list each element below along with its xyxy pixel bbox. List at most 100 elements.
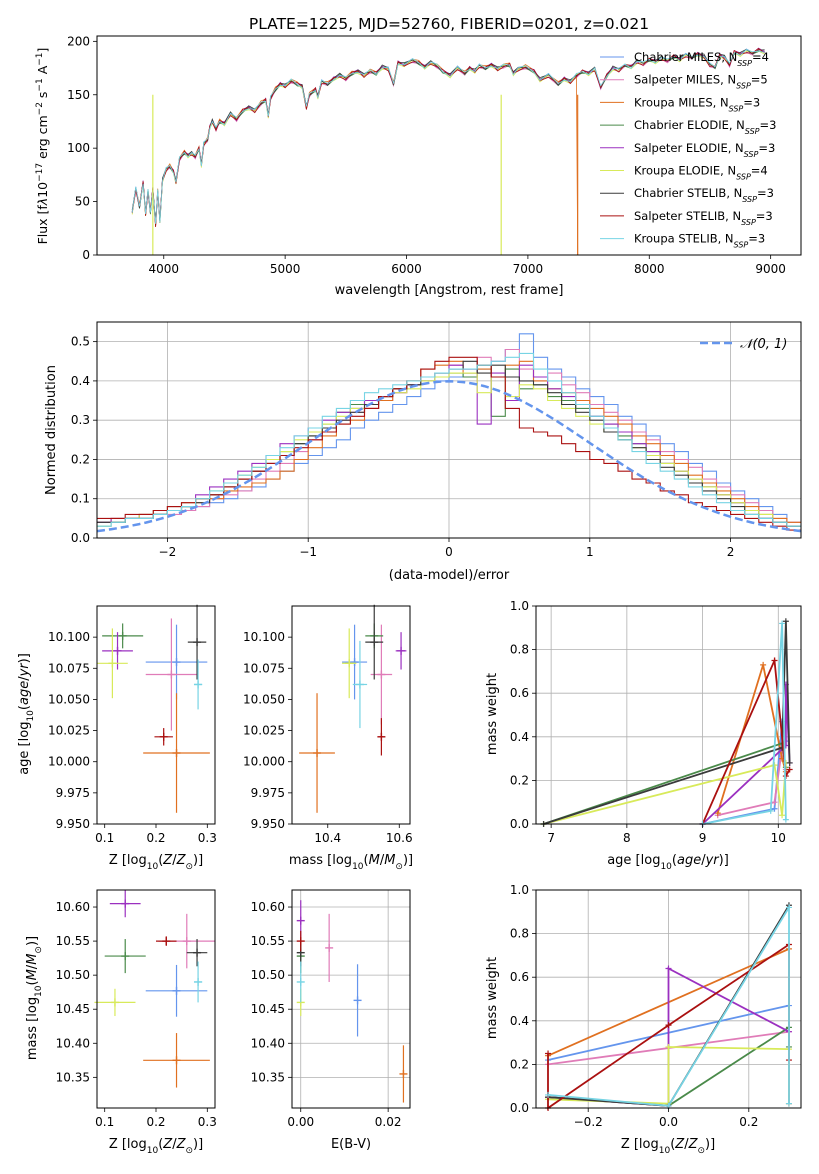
residual-axes-frame (96, 321, 802, 539)
age-z-ylabel: age [log10(age/yr)] (17, 653, 36, 775)
age-vs-Z-ytick-label: 10.050 (48, 692, 90, 706)
age-vs-mass-ytick-label: 10.100 (243, 630, 285, 644)
mass-weight-vs-age-line-chabrier-stelib-marker (786, 759, 793, 766)
mass-vs-Z-xtick-label: 0.1 (95, 1115, 114, 1129)
spectrum-axes-frame (96, 35, 802, 256)
mass-vs-Z-ytick-label: 10.50 (56, 968, 90, 982)
age-vs-Z-xtick-label: 0.1 (95, 831, 114, 845)
mass-weight-vs-age-ytick-label: 0.0 (510, 817, 529, 831)
legend-label-chabrier-elodie: Chabrier ELODIE, NSSP=3 (634, 118, 776, 136)
mass-weight-vs-age-ytick-label: 1.0 (510, 599, 529, 613)
mw-age-xlabel: age [log10(age/yr)] (607, 853, 729, 872)
mass-weight-vs-Z-line-kroupa-elodie (547, 1046, 790, 1105)
mass-weight-vs-age-line-kroupa-stelib-marker (782, 816, 789, 823)
mass-vs-metallicity-panel: 0.1 0.2 0.3 10.35 10.40 10.45 10.50 10.55 10.60 (56, 889, 217, 1129)
mass-weight-vs-Z-ytick-label: 0.6 (510, 970, 529, 984)
mass-vs-Z-point-kroupa-stelib (193, 961, 203, 1003)
normal-reference-curve (96, 380, 802, 533)
age-vs-Z-xtick-label: 0.3 (198, 831, 217, 845)
mass-vs-Z-point-salpeter-elodie (109, 890, 141, 918)
age-vs-Z-point-salpeter-miles (145, 618, 198, 731)
age-vs-mass-ytick-label: 10.000 (243, 755, 285, 769)
age-vs-mass-ytick-label: 10.075 (243, 661, 285, 675)
residual-xtick-label: 2 (727, 545, 735, 559)
age-vs-metallicity-panel: 0.1 0.2 0.3 9.950 9.975 10.000 10.025 10.050 10.… (48, 604, 217, 845)
spectrum-xtick-label: 9000 (755, 262, 786, 276)
spectrum-panel: 4000 5000 6000 7000 8000 9000 0 50 100 150 200 Cha… (35, 34, 802, 298)
residual-histogram-panel: −2 −1 0 1 2 0.0 0.1 0.2 0.3 0.4 0.5 𝒩(0, 1) (data-… (44, 321, 802, 583)
age-vs-Z-point-kroupa-stelib (193, 659, 203, 710)
mass-weight-vs-age-line-chabrier-miles-marker (771, 805, 778, 812)
mass-ebv-xlabel: E(B-V) (331, 1137, 371, 1152)
residual-ytick-label: 0.0 (71, 531, 90, 545)
residual-ylabel: Normed distribution (44, 365, 59, 495)
age-vs-mass-point-chabrier-miles (342, 624, 368, 700)
mass-vs-ebv-ytick-label: 10.40 (251, 1036, 285, 1050)
residual-xtick-label: 1 (586, 545, 594, 559)
mass-weight-vs-metallicity-panel: −0.2 0.0 0.2 0.0 0.2 0.4 0.6 0.8 1.0 (510, 883, 802, 1129)
mass-vs-Z-xtick-label: 0.3 (198, 1115, 217, 1129)
residual-xtick-label: −1 (299, 545, 317, 559)
mass-vs-ebv-xtick-label: 0.00 (287, 1115, 314, 1129)
spectrum-ytick-label: 200 (67, 34, 90, 48)
mass-weight-vs-age-xtick-label: 10 (771, 831, 786, 845)
mass-weight-vs-Z-line-salpeter-elodie-marker (665, 965, 672, 972)
mass-weight-vs-Z-line-kroupa-stelib-marker (785, 1100, 792, 1107)
spectrum-line-kroupa-miles (131, 58, 579, 256)
age-vs-mass-ytick-label: 9.975 (251, 786, 285, 800)
age-vs-Z-point-salpeter-elodie (102, 632, 133, 670)
age-mass-xlabel: mass [log10(M/M⊙)] (289, 853, 413, 872)
mass-vs-Z-point-chabrier-miles (145, 964, 208, 1017)
mass-vs-Z-point-chabrier-stelib (186, 939, 208, 967)
age-z-xlabel: Z [log10(Z/Z⊙)] (109, 853, 203, 872)
mass-vs-ebv-axes-frame (291, 889, 411, 1109)
mass-weight-vs-age-line-chabrier-stelib (543, 621, 791, 825)
mass-weight-vs-age-line-kroupa-stelib-marker (767, 807, 774, 814)
spectrum-xlabel: wavelength [Angstrom, rest frame] (335, 283, 564, 298)
mass-weight-vs-Z-line-salpeter-stelib-marker (545, 1050, 552, 1057)
residual-ytick-label: 0.5 (71, 335, 90, 349)
age-vs-Z-point-kroupa-elodie (97, 628, 128, 699)
mass-vs-ebv-ytick-label: 10.45 (251, 1002, 285, 1016)
spectrum-xtick-label: 5000 (270, 262, 301, 276)
mass-weight-vs-Z-xtick-label: 0.2 (739, 1115, 758, 1129)
mass-weight-vs-age-line-salpeter-stelib (701, 656, 791, 825)
mass-weight-vs-age-line-salpeter-stelib-marker (786, 766, 793, 773)
mass-weight-vs-Z-line-kroupa-stelib-marker (785, 904, 792, 911)
spectrum-ytick-label: 150 (67, 88, 90, 102)
age-vs-mass-point-salpeter-elodie (395, 632, 407, 670)
mass-weight-vs-age-line-salpeter-miles-marker (771, 799, 778, 806)
mass-weight-vs-age-line-kroupa-stelib-marker (779, 620, 786, 627)
mass-vs-ebv-ytick-label: 10.60 (251, 900, 285, 914)
age-vs-mass-xtick-label: 10.6 (386, 831, 413, 845)
mass-vs-Z-xtick-label: 0.2 (146, 1115, 165, 1129)
normal-legend-label: 𝒩(0, 1) (740, 337, 787, 352)
mass-vs-ebv-ytick-label: 10.35 (251, 1070, 285, 1084)
mass-vs-Z-ytick-label: 10.40 (56, 1036, 90, 1050)
age-vs-mass-ytick-label: 10.025 (243, 724, 285, 738)
mass-vs-ebv-ytick-label: 10.50 (251, 968, 285, 982)
mass-vs-ebv-ytick-label: 10.55 (251, 934, 285, 948)
mass-weight-vs-age-ytick-label: 0.4 (510, 730, 529, 744)
age-vs-Z-ytick-label: 10.075 (48, 661, 90, 675)
residual-xtick-label: −2 (159, 545, 177, 559)
spectrum-ytick-label: 0 (82, 248, 90, 262)
mass-weight-vs-Z-line-kroupa-stelib (547, 904, 790, 1107)
mass-weight-vs-Z-line-kroupa-stelib-marker (545, 1091, 552, 1098)
mass-weight-vs-Z-ytick-label: 0.2 (510, 1057, 529, 1071)
mass-weight-vs-Z-ytick-label: 0.8 (510, 927, 529, 941)
mass-weight-vs-Z-xtick-label: 0.0 (659, 1115, 678, 1129)
mass-weight-vs-age-line-kroupa-miles-marker (714, 810, 721, 817)
mass-z-xlabel: Z [log10(Z/Z⊙)] (109, 1137, 203, 1156)
age-vs-Z-ytick-label: 10.000 (48, 755, 90, 769)
mass-vs-Z-point-chabrier-elodie (104, 939, 146, 974)
legend-label-chabrier-miles: Chabrier MILES, NSSP=4 (634, 50, 769, 68)
mass-vs-ebv-point-kroupa-miles (399, 1045, 408, 1103)
residual-ytick-label: 0.3 (71, 413, 90, 427)
age-vs-mass-ytick-label: 9.950 (251, 817, 285, 831)
mass-weight-vs-Z-line-salpeter-stelib-marker (665, 1022, 672, 1029)
age-vs-mass-panel: 10.4 10.6 9.950 9.975 10.000 10.025 10.050 10.0… (243, 604, 413, 845)
spectrum-ylabel: Flux [fλ10−17 erg cm−2 s−1 A−1] (35, 48, 50, 245)
legend-label-chabrier-stelib: Chabrier STELIB, NSSP=3 (634, 186, 774, 204)
spectrum-xtick-label: 8000 (634, 262, 665, 276)
